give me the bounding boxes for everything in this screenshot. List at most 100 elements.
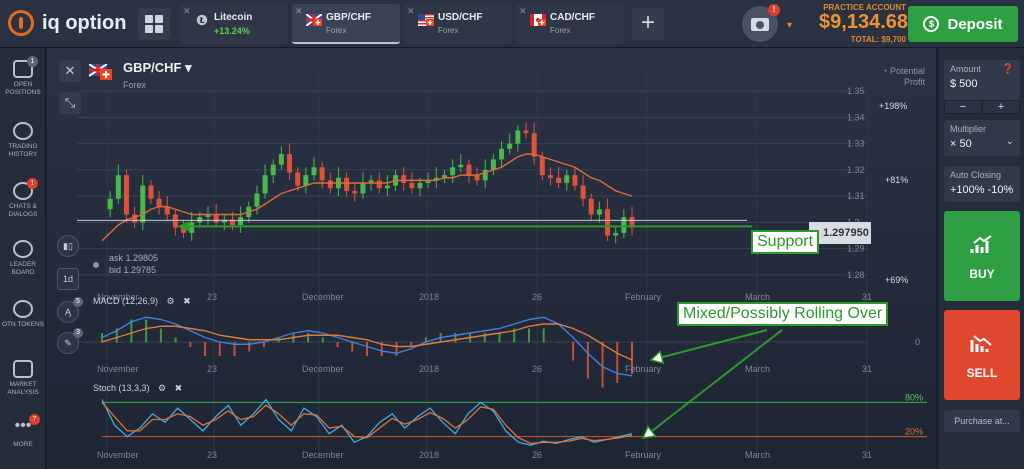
tab-gbp-chf[interactable]: ✕ GBP/CHF Forex: [292, 4, 400, 44]
amount-stepper[interactable]: − +: [944, 100, 1020, 114]
candle: [229, 219, 235, 225]
candle: [466, 164, 472, 176]
more-dots-icon: ••• 7: [13, 414, 40, 438]
chart-canvas[interactable]: 0 80%20% 1.351.341.331.321.311.31.291.28…: [47, 48, 936, 469]
candle: [499, 148, 505, 160]
screenshot-button[interactable]: !: [742, 4, 780, 42]
candle: [539, 156, 545, 176]
sidebar-item-market-analysis[interactable]: MARKET ANALYSIS: [0, 360, 46, 397]
purchase-at-button[interactable]: Purchase at...: [944, 410, 1020, 432]
account-type[interactable]: PRACTICE ACCOUNT: [823, 3, 906, 12]
badge: 1: [27, 56, 38, 67]
close-chart-button[interactable]: ✕: [59, 60, 81, 82]
rolling-over-annotation: Mixed/Possibly Rolling Over: [677, 302, 889, 326]
macd-histogram-bar: [631, 342, 633, 374]
tab-name: GBP/CHF: [326, 12, 371, 23]
deposit-button[interactable]: $ Deposit: [908, 6, 1018, 42]
macd-histogram-bar: [424, 337, 427, 343]
macd-histogram-bar: [248, 342, 251, 352]
auto-closing-field[interactable]: Auto Closing +100% -10% ⌄: [944, 166, 1020, 202]
trade-panel: Amount $ 500 ❓ − + Multiplier × 50 ⌄ Aut…: [937, 48, 1024, 469]
price-panel: [77, 122, 752, 244]
candle: [295, 172, 301, 186]
amount-value[interactable]: $ 500: [950, 78, 978, 90]
x-tick-label: December: [302, 450, 344, 460]
apps-grid-button[interactable]: [138, 8, 170, 40]
candle: [238, 217, 244, 225]
candle: [376, 180, 382, 189]
close-tab-icon[interactable]: ✕: [519, 6, 527, 16]
flag-usd-chf-icon: [418, 14, 434, 26]
sell-button[interactable]: SELL: [944, 310, 1020, 400]
macd-histogram-bar: [351, 342, 354, 352]
add-tab-button[interactable]: +: [632, 8, 664, 40]
candle: [164, 206, 170, 215]
x-tick-label: 2018: [419, 292, 439, 302]
token-icon: [13, 300, 33, 318]
gear-icon[interactable]: ⚙: [158, 383, 167, 393]
sell-label: SELL: [966, 366, 998, 380]
macd-histogram-bar: [145, 319, 148, 343]
multiplier-field[interactable]: Multiplier × 50 ⌄: [944, 120, 1020, 156]
sidebar-item-label: CHATS & DIALOGS: [8, 203, 38, 218]
sidebar-item-more[interactable]: ••• 7 MORE: [0, 414, 46, 449]
support-arrowhead: [177, 221, 189, 232]
sidebar-item-trading-history[interactable]: TRADING HISTORY: [0, 122, 46, 159]
stoch-d-line: [101, 401, 633, 445]
tab-litecoin[interactable]: ✕ Ł Litecoin +13.24%: [180, 4, 288, 44]
decrease-button[interactable]: −: [944, 100, 982, 114]
account-balance[interactable]: $9,134.68: [819, 11, 908, 33]
candle: [156, 198, 162, 207]
logo[interactable]: iq option: [8, 10, 126, 36]
sidebar-item-otn-tokens[interactable]: OTN TOKENS: [0, 300, 46, 329]
sidebar-item-label: TRADING HISTORY: [8, 143, 38, 158]
candle: [189, 222, 195, 233]
close-tab-icon[interactable]: ✕: [407, 6, 415, 16]
tab-usd-chf[interactable]: ✕ USD/CHF Forex: [404, 4, 512, 44]
chart-type-button[interactable]: ▮▯: [57, 235, 79, 257]
candle: [270, 164, 276, 176]
drawing-tools-button[interactable]: ✎ 3: [57, 328, 83, 354]
tab-cad-chf[interactable]: ✕ CAD/CHF Forex: [516, 4, 624, 44]
candle: [107, 198, 113, 210]
tab-market: Forex: [326, 26, 347, 35]
tab-name: USD/CHF: [438, 12, 483, 23]
candle: [564, 175, 570, 183]
stoch-20-label: 20%: [905, 427, 923, 437]
sidebar-item-leader-board[interactable]: LEADER BOARD: [0, 240, 46, 277]
sidebar-item-open-positions[interactable]: 1 OPEN POSITIONS: [0, 56, 46, 97]
stoch-title: Stoch (13,3,3) ⚙ ✖: [93, 383, 183, 393]
close-tab-icon[interactable]: ✕: [295, 6, 303, 16]
chevron-down-icon: ⌄: [1005, 182, 1014, 193]
increase-button[interactable]: +: [982, 100, 1020, 114]
logo-text: iq option: [42, 11, 127, 34]
x-tick-label: November: [97, 450, 139, 460]
chart-area[interactable]: 0 80%20% 1.351.341.331.321.311.31.291.28…: [47, 48, 936, 469]
close-tab-icon[interactable]: ✕: [183, 6, 191, 16]
x-tick-label: 26: [532, 450, 542, 460]
close-icon[interactable]: ✖: [183, 296, 191, 306]
gear-icon[interactable]: ⚙: [166, 296, 175, 306]
candle: [278, 154, 284, 165]
close-icon[interactable]: ✖: [174, 383, 183, 393]
x-tick-label: February: [625, 292, 662, 302]
candle: [580, 185, 586, 199]
quote-box: ask 1.29805 bid 1.29785: [93, 252, 158, 276]
bid-price: bid 1.29785: [109, 265, 157, 275]
timeframe-button[interactable]: 1d: [57, 268, 79, 290]
buy-button[interactable]: BUY: [944, 211, 1020, 301]
candle: [556, 177, 562, 183]
left-sidebar: 1 OPEN POSITIONS TRADING HISTORY 1 CHATS…: [0, 48, 46, 469]
candle: [172, 214, 178, 228]
candle: [433, 177, 439, 181]
fullscreen-button[interactable]: ⤡: [59, 92, 81, 114]
x-tick-label: 26: [532, 364, 542, 374]
candle: [344, 177, 350, 191]
sidebar-item-chats[interactable]: 1 CHATS & DIALOGS: [0, 178, 46, 219]
macd-histogram-bar: [233, 342, 236, 356]
chevron-down-icon[interactable]: ▾: [787, 20, 793, 31]
macd-histogram-bar: [483, 333, 486, 343]
asset-selector[interactable]: GBP/CHF ▾: [123, 60, 192, 76]
macd-histogram-bar: [527, 328, 530, 343]
